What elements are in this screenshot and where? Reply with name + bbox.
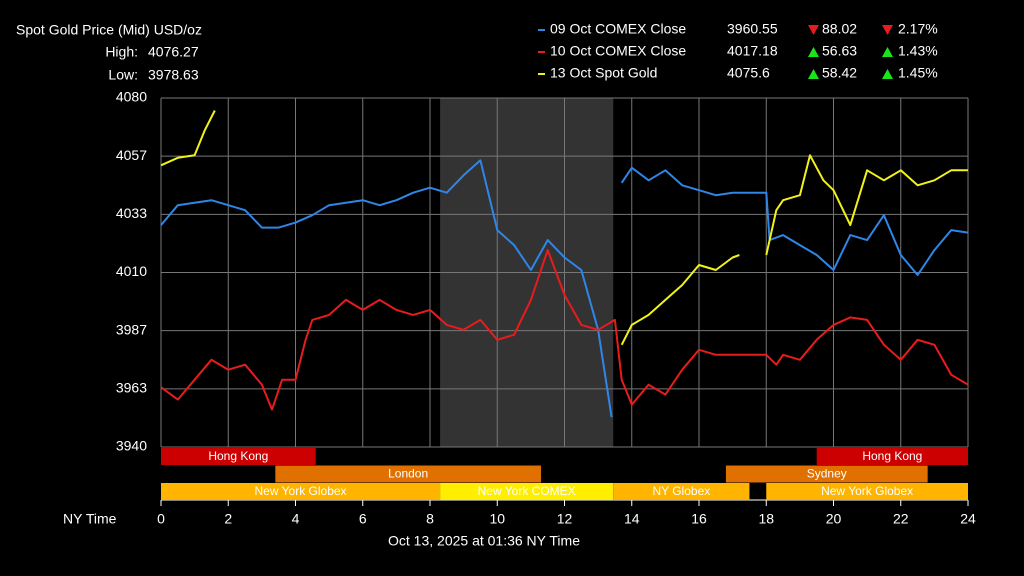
change-arrow bbox=[882, 25, 893, 35]
legend-last: 3960.55 bbox=[727, 21, 778, 37]
session-bar bbox=[440, 483, 614, 500]
change-arrow bbox=[808, 25, 819, 35]
x-tick-label: 14 bbox=[624, 511, 640, 527]
y-tick-label: 4033 bbox=[116, 205, 147, 221]
session-label: New York COMEX bbox=[478, 484, 576, 498]
y-tick-label: 4010 bbox=[116, 263, 147, 279]
session-bar bbox=[766, 483, 968, 500]
legend-change: 56.63 bbox=[822, 43, 857, 59]
change-arrow bbox=[882, 69, 893, 79]
stat-label: High: bbox=[105, 44, 138, 60]
legend-change-pct: 2.17% bbox=[898, 21, 938, 37]
stat-label: Low: bbox=[108, 67, 138, 83]
price-line bbox=[160, 110, 968, 346]
legend-change: 58.42 bbox=[822, 65, 857, 81]
chart-title: Spot Gold Price (Mid) USD/oz bbox=[16, 22, 202, 38]
change-arrow bbox=[882, 47, 893, 57]
x-tick-label: 6 bbox=[359, 511, 367, 527]
x-tick-label: 22 bbox=[893, 511, 909, 527]
legend-change-pct: 1.45% bbox=[898, 65, 938, 81]
change-arrow bbox=[808, 47, 819, 57]
legend-name: 13 Oct Spot Gold bbox=[550, 65, 657, 81]
session-label: NY Globex bbox=[652, 484, 710, 498]
session-label: New York Globex bbox=[821, 484, 913, 498]
stat-value: 4076.27 bbox=[148, 44, 199, 60]
change-arrow bbox=[808, 69, 819, 79]
y-tick-label: 3940 bbox=[116, 438, 147, 454]
legend-name: 10 Oct COMEX Close bbox=[550, 43, 686, 59]
x-axis-label: NY Time bbox=[63, 511, 117, 527]
session-label: Hong Kong bbox=[862, 449, 922, 463]
x-tick-label: 18 bbox=[758, 511, 774, 527]
x-tick-label: 16 bbox=[691, 511, 707, 527]
x-tick-label: 2 bbox=[224, 511, 232, 527]
session-label: Hong Kong bbox=[208, 449, 268, 463]
x-tick-label: 8 bbox=[426, 511, 434, 527]
legend-last: 4017.18 bbox=[727, 43, 778, 59]
x-tick-label: 24 bbox=[960, 511, 976, 527]
session-label: Sydney bbox=[807, 467, 847, 481]
session-label: London bbox=[388, 467, 428, 481]
x-tick-label: 20 bbox=[826, 511, 842, 527]
x-tick-label: 10 bbox=[489, 511, 505, 527]
session-label: New York Globex bbox=[255, 484, 347, 498]
y-tick-label: 3963 bbox=[116, 380, 147, 396]
legend-change-pct: 1.43% bbox=[898, 43, 938, 59]
footer: Oct 13, 2025 at 01:36 NY Time bbox=[388, 533, 580, 549]
legend-change: 88.02 bbox=[822, 21, 857, 37]
legend-name: 09 Oct COMEX Close bbox=[550, 21, 686, 37]
stat-value: 3978.63 bbox=[148, 67, 199, 83]
legend-last: 4075.6 bbox=[727, 65, 770, 81]
x-tick-label: 4 bbox=[292, 511, 300, 527]
price-line bbox=[160, 249, 969, 411]
y-tick-label: 4080 bbox=[116, 89, 147, 105]
y-tick-label: 4057 bbox=[116, 147, 147, 163]
session-bar bbox=[275, 465, 541, 483]
session-bar bbox=[161, 448, 316, 465]
session-bar bbox=[816, 448, 968, 465]
x-tick-label: 0 bbox=[157, 511, 165, 527]
session-bar bbox=[725, 465, 928, 483]
x-tick-label: 12 bbox=[557, 511, 573, 527]
y-tick-label: 3987 bbox=[116, 321, 147, 337]
session-bar bbox=[161, 483, 441, 500]
price-line bbox=[160, 159, 969, 418]
session-bar bbox=[613, 483, 750, 500]
